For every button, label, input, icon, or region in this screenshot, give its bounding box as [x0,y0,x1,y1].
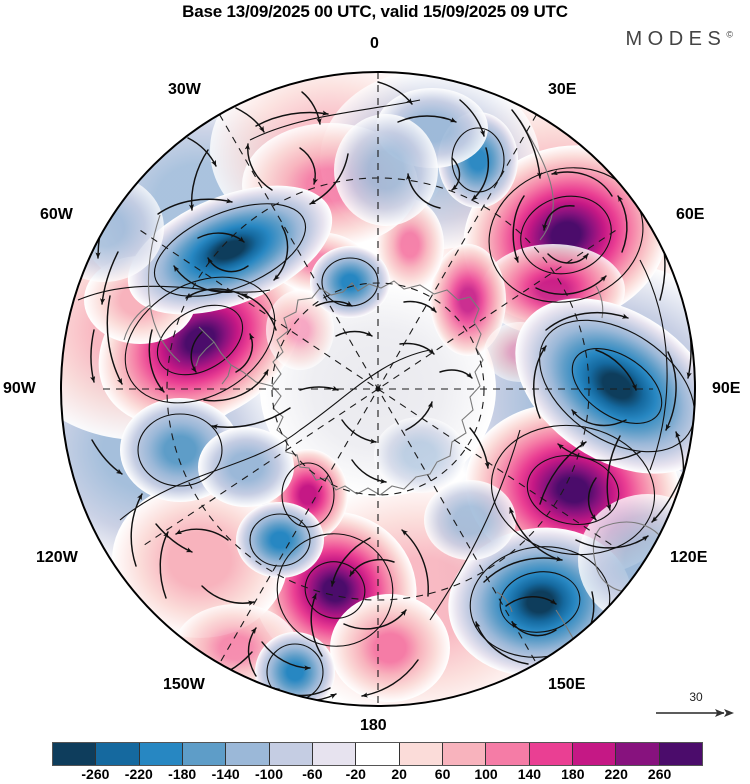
lon-label-150W: 150W [163,676,205,693]
coastlines [123,119,671,667]
colorbar-swatch-1[interactable] [96,743,140,765]
colorbar-tick--60: -60 [302,766,323,782]
colorbar-tick--140: -140 [211,766,240,782]
right-arrow-icon [656,709,734,717]
page-title: Base 13/09/2025 00 UTC, valid 15/09/2025… [182,2,568,21]
colorbar-tick-180: 180 [561,766,585,782]
colorbar-swatch-11[interactable] [529,743,573,765]
vector-scale-key: 30 [654,690,738,720]
lon-label-60E: 60E [676,206,705,223]
colorbar-tick--180: -180 [168,766,197,782]
meridian-60E-120W [140,230,616,548]
contour-lines [77,99,695,701]
colorbar-tick-labels: -260 -220 -180 -140 -100 -60 -20 20 60 100 140 180 2… [52,766,703,784]
vector-scale-value: 30 [689,690,703,704]
pole-marker [375,386,381,392]
modes-logo: MODES© [626,28,733,51]
lon-label-90E: 90E [712,380,741,397]
colorbar-tick--220: -220 [124,766,153,782]
lon-label-0: 0 [370,35,379,52]
colorbar-tick--100: -100 [254,766,284,782]
latitude-circle-30S [166,177,590,601]
colorbar-swatch-3[interactable] [182,743,227,765]
colorbar-swatch-10[interactable] [486,743,530,765]
colorbar-swatch-9[interactable] [442,743,487,765]
polar-map-canvas[interactable] [0,0,750,712]
colorbar[interactable] [52,742,703,766]
colorbar-tick-260: 260 [647,766,672,782]
colorbar-swatch-5[interactable] [269,743,313,765]
colorbar-tick--20: -20 [345,766,366,782]
lon-label-90W: 90W [3,380,36,397]
lon-label-150E: 150E [548,676,586,693]
colorbar-tick--260: -260 [81,766,110,782]
colorbar-swatch-4[interactable] [226,743,270,765]
copyright-icon: © [726,29,733,40]
lon-label-120W: 120W [36,549,78,566]
lon-label-120E: 120E [670,549,708,566]
lon-label-30W: 30W [168,81,201,98]
meridian-60W-120E [140,230,616,548]
globe-outline [60,71,696,707]
colorbar-tick-140: 140 [517,766,542,782]
colorbar-tick-20: 20 [391,766,407,782]
colorbar-swatch-14[interactable] [659,743,702,765]
latitude-circle-60S [271,282,485,496]
lon-label-60W: 60W [40,206,73,223]
colorbar-swatch-7[interactable] [356,743,400,765]
logo-text: MODES [625,28,727,50]
lon-label-180: 180 [360,717,387,734]
colorbar-swatch-8[interactable] [399,743,443,765]
colorbar-swatch-13[interactable] [616,743,660,765]
colorbar-swatch-0[interactable] [53,743,97,765]
colorbar-swatch-2[interactable] [139,743,183,765]
colorbar-tick-100: 100 [474,766,498,782]
colorbar-swatch-6[interactable] [312,743,357,765]
colorbar-tick-220: 220 [604,766,628,782]
colorbar-swatch-12[interactable] [572,743,617,765]
colorbar-tick-60: 60 [434,766,451,782]
lon-label-30E: 30E [548,81,577,98]
polar-map[interactable]: 0 30E 60E 90E 120E 150E 180 150W 120W 90… [0,0,750,734]
